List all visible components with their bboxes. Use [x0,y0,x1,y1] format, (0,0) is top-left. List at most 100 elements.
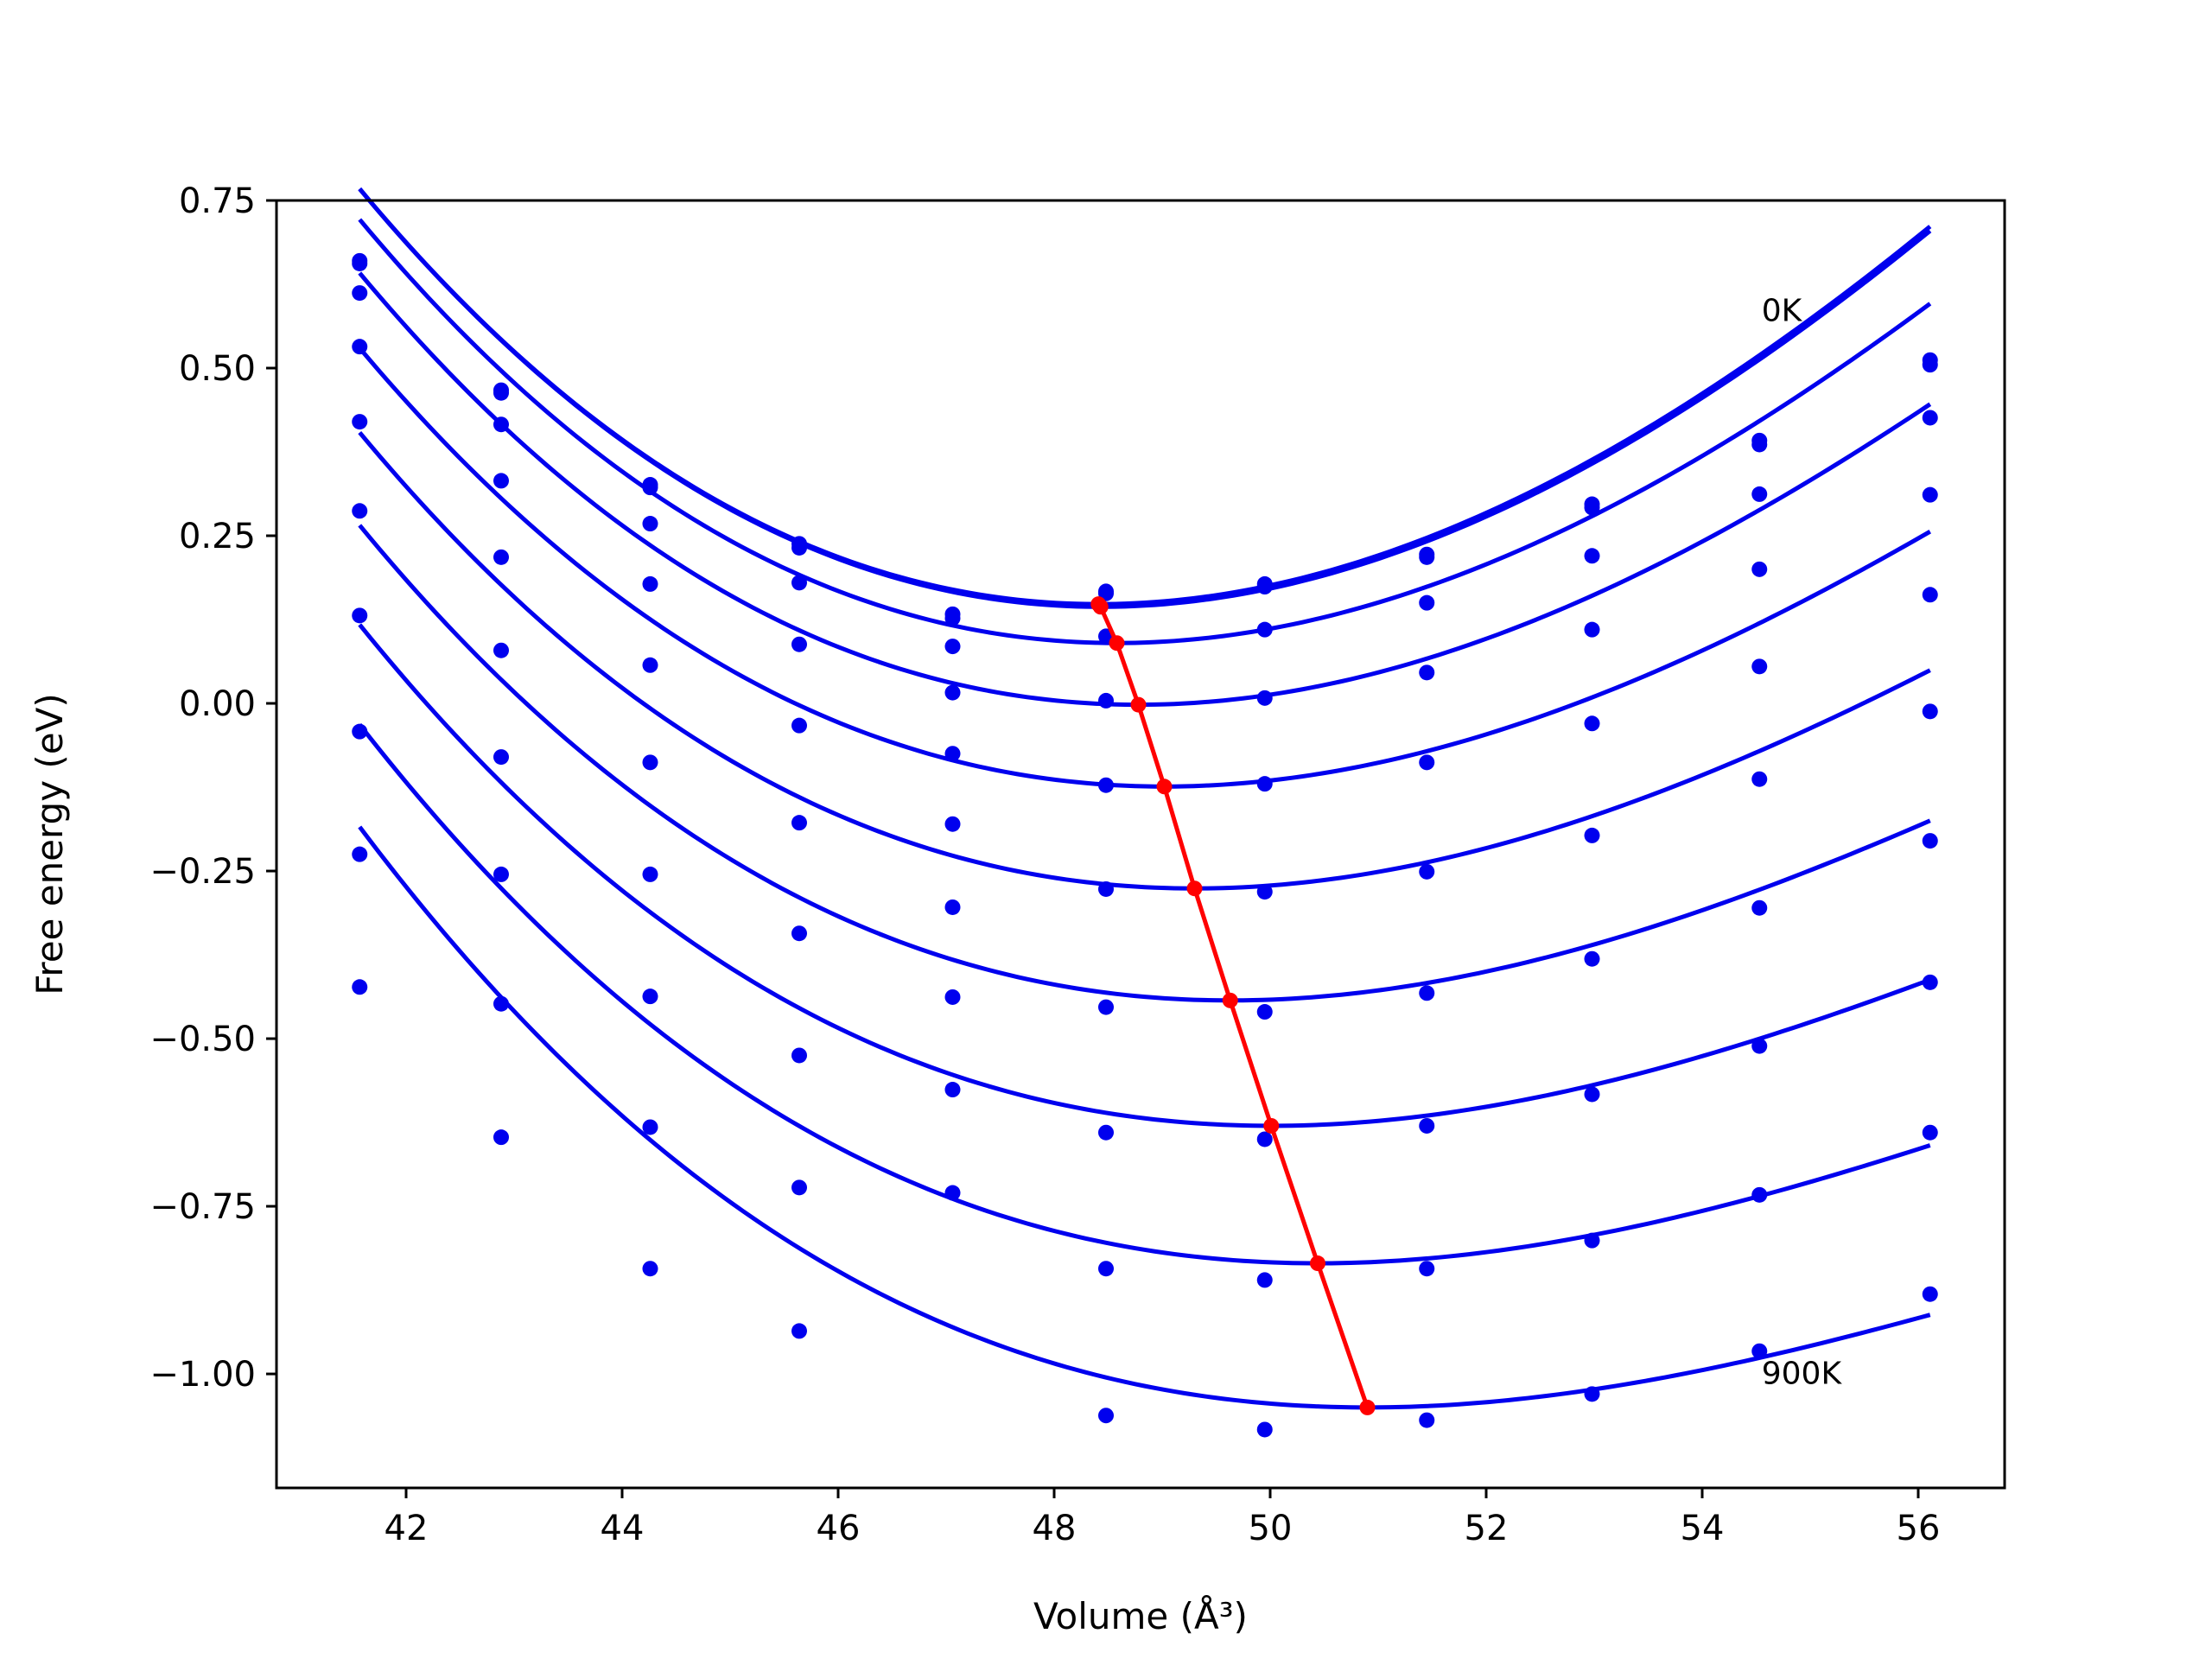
data-point-500K [352,503,368,519]
fit-curves [358,187,1932,1410]
data-point-500K [1751,771,1768,787]
data-point-800K [1584,1232,1600,1249]
minima-point [1263,1117,1280,1134]
minima-line [1096,602,1370,1408]
data-point-400K [1419,754,1435,771]
data-point-500K [1256,884,1273,900]
annotations: 0K 900K [1762,294,1843,1392]
data-point-400K [944,746,961,762]
data-point-100K [1751,436,1768,453]
data-point-500K [642,754,658,771]
y-tick-label: −0.25 [149,852,256,892]
data-point-800K [791,1179,807,1196]
y-axis-ticks: 0.75 0.50 0.25 0.00 −0.25 −0.50 −0.75 −1.00 [149,181,276,1395]
data-point-200K [1922,410,1938,426]
data-point-200K [352,285,368,302]
minima-curve [1090,596,1376,1415]
data-point-700K [1256,1131,1273,1147]
plot-frame [275,199,2006,1490]
data-point-100K [642,480,658,496]
data-point-200K [1584,548,1600,564]
fit-line-500K [358,430,1931,891]
data-point-800K [1098,1261,1114,1277]
fit-line-600K [358,524,1931,1003]
data-point-900K [1098,1408,1114,1424]
data-point-700K [1098,1124,1114,1141]
data-point-700K [1751,1038,1768,1054]
data-point-200K [791,575,807,591]
data-point-300K [1922,486,1938,503]
data-point-900K [1922,1286,1938,1302]
x-tick-label: 42 [385,1509,429,1548]
data-point-900K [493,1129,509,1146]
data-point-900K [944,1185,961,1201]
data-point-700K [1419,1117,1435,1134]
minima-point [1092,599,1109,615]
data-point-100K [1419,549,1435,565]
minima-point [1186,880,1203,897]
y-tick-label: 0.25 [179,517,256,556]
y-tick-label: 0.50 [179,349,256,389]
data-point-400K [1098,777,1114,793]
minima-point [1222,992,1238,1008]
data-point-800K [944,1082,961,1098]
annotation-900K: 900K [1762,1357,1843,1392]
fit-line-900K [358,825,1931,1410]
data-point-600K [1098,999,1114,1015]
data-point-300K [944,684,961,701]
data-point-400K [642,657,658,673]
y-tick-label: 0.75 [179,181,256,221]
x-tick-label: 50 [1249,1509,1293,1548]
x-tick-label: 56 [1897,1509,1941,1548]
x-tick-label: 44 [601,1509,645,1548]
y-tick-label: −0.50 [149,1020,256,1059]
data-point-600K [1922,833,1938,849]
data-point-700K [791,1047,807,1064]
data-point-400K [1256,776,1273,792]
y-tick-label: −0.75 [149,1187,256,1227]
data-point-900K [1584,1386,1600,1402]
minima-point [1310,1255,1325,1272]
x-tick-label: 48 [1033,1509,1077,1548]
fit-line-800K [358,722,1931,1266]
y-axis-label: Free energy (eV) [29,693,71,995]
x-tick-label: 54 [1681,1509,1725,1548]
data-point-700K [493,866,509,882]
fit-line-100K [358,188,1932,609]
data-point-400K [493,549,509,565]
data-point-600K [1419,985,1435,1001]
data-point-900K [1256,1421,1273,1438]
data-point-500K [1922,703,1938,720]
data-point-300K [352,339,368,355]
fit-line-400K [358,346,1931,789]
fit-line-200K [358,218,1932,645]
data-point-600K [1256,1004,1273,1020]
data-point-800K [352,846,368,862]
data-point-500K [1419,863,1435,880]
data-point-100K [1584,499,1600,516]
data-point-200K [642,516,658,532]
data-point-800K [1256,1272,1273,1288]
x-axis-ticks: 42 44 46 48 50 52 54 56 [385,1488,1941,1548]
data-point-100K [791,539,807,556]
data-point-300K [1751,561,1768,577]
data-point-900K [642,1261,658,1277]
data-point-700K [1922,974,1938,990]
data-point-700K [1584,1086,1600,1103]
data-point-900K [1419,1412,1435,1428]
data-point-400K [1751,658,1768,675]
data-point-500K [1098,880,1114,897]
data-point-600K [352,607,368,624]
data-point-400K [1922,587,1938,603]
data-point-100K [1256,579,1273,594]
data-point-200K [493,416,509,433]
data-point-600K [493,749,509,766]
data-point-600K [944,899,961,915]
data-point-800K [1922,1124,1938,1141]
data-point-100K [1922,357,1938,373]
data-point-100K [493,385,509,401]
data-point-200K [1751,486,1768,502]
data-point-300K [642,575,658,592]
x-tick-label: 52 [1465,1509,1509,1548]
